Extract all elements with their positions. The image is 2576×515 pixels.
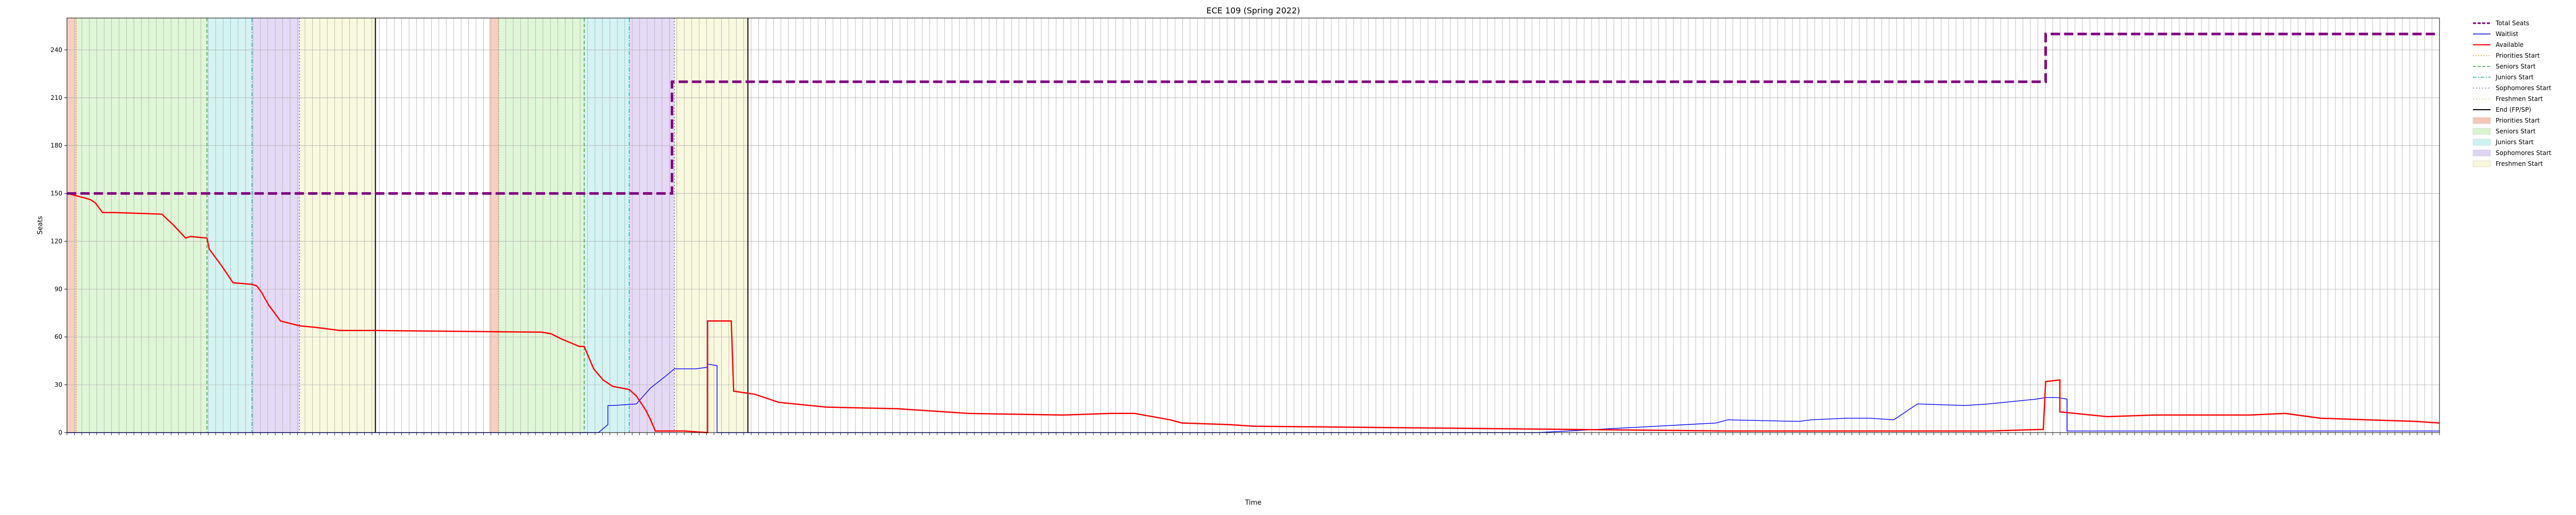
- y-tick-label: 210: [50, 94, 62, 101]
- chart-title: ECE 109 (Spring 2022): [1206, 6, 1300, 15]
- series-line-waitlist: [67, 364, 2439, 433]
- legend-label: Waitlist: [2496, 30, 2518, 38]
- x-axis-ticks: [66, 433, 2440, 435]
- legend-label: Sophomores Start: [2496, 84, 2551, 92]
- phase-band: [629, 18, 674, 433]
- legend-label: Seniors Start: [2496, 128, 2536, 135]
- legend-label: Sophomores Start: [2496, 149, 2551, 157]
- series-line-total-seats: [67, 32, 2439, 195]
- legend-swatch-patch: [2472, 128, 2491, 135]
- legend-swatch-patch: [2472, 117, 2491, 124]
- plot-frame: [66, 18, 2440, 433]
- y-tick-label: 150: [50, 190, 62, 197]
- legend-label: Priorities Start: [2496, 52, 2540, 59]
- phase-band: [207, 18, 252, 433]
- phase-band: [489, 18, 499, 433]
- phase-band: [674, 18, 748, 433]
- series-line-available: [66, 193, 2440, 434]
- phase-band: [584, 18, 630, 433]
- y-tick-label: 240: [50, 46, 62, 54]
- y-tick-label: 90: [55, 285, 62, 293]
- x-axis-label: Time: [1245, 499, 1262, 507]
- phase-band: [76, 18, 207, 433]
- legend-label: Juniors Start: [2495, 139, 2534, 146]
- data-series: [66, 32, 2440, 434]
- phase-start-lines: [76, 18, 749, 433]
- y-axis-ticks: 0 30 60 90 120 150 180 210 240: [50, 46, 67, 436]
- legend-label: End (FP/SP): [2496, 106, 2531, 113]
- y-tick-label: 30: [55, 381, 62, 388]
- legend: Total Seats Waitlist Available Priorities S…: [2472, 20, 2551, 167]
- y-tick-label: 60: [55, 333, 62, 340]
- legend-label: Priorities Start: [2496, 117, 2540, 124]
- legend-label: Freshmen Start: [2496, 160, 2543, 167]
- y-tick-label: 0: [58, 429, 62, 436]
- y-tick-label: 120: [50, 237, 62, 245]
- y-axis-label: Seats: [37, 216, 44, 234]
- legend-swatch-patch: [2472, 160, 2491, 167]
- phase-band: [252, 18, 300, 433]
- phase-band: [67, 18, 77, 433]
- grid-vertical: [66, 18, 2440, 433]
- legend-swatch-patch: [2472, 149, 2491, 157]
- legend-label: Freshmen Start: [2496, 95, 2543, 102]
- grid-horizontal: [67, 49, 2439, 433]
- legend-label: Available: [2496, 41, 2523, 48]
- legend-swatch-patch: [2472, 139, 2491, 146]
- legend-label: Total Seats: [2495, 20, 2529, 27]
- legend-label: Juniors Start: [2495, 74, 2534, 81]
- phase-bands: [67, 18, 748, 433]
- legend-label: Seniors Start: [2496, 63, 2536, 70]
- phase-band: [299, 18, 376, 433]
- y-tick-label: 180: [50, 142, 62, 149]
- phase-band: [499, 18, 584, 433]
